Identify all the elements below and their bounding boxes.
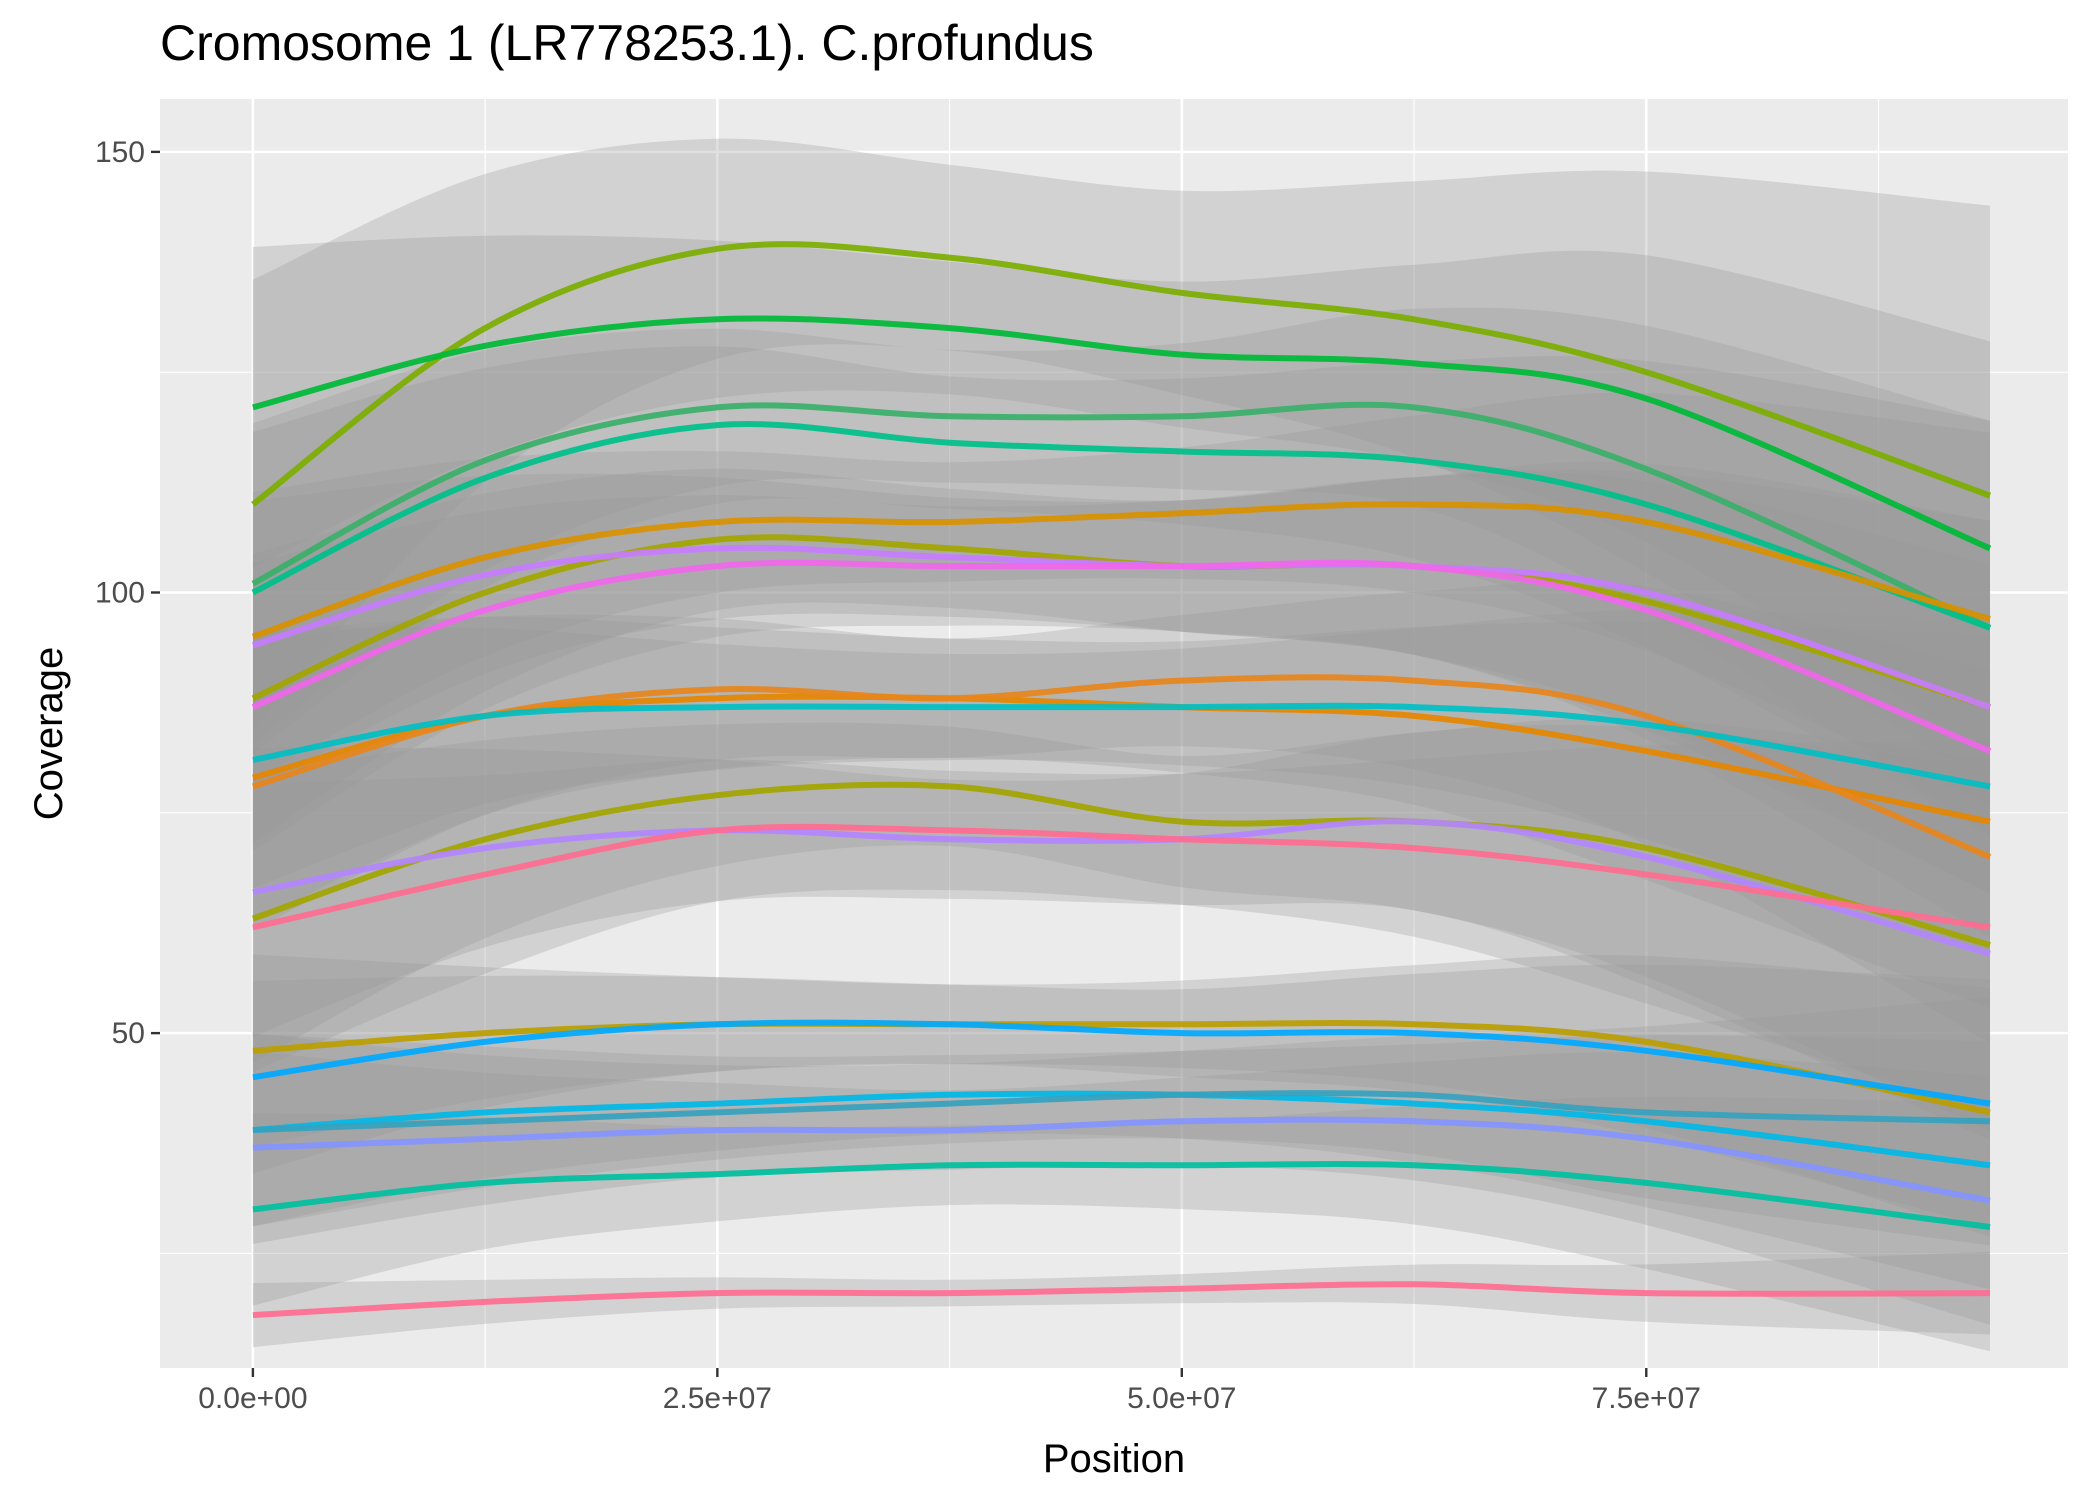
series-line-14 xyxy=(252,823,1991,931)
confidence-ribbon-2 xyxy=(252,235,1990,756)
confidence-ribbon-17 xyxy=(252,1033,1990,1290)
chart-title: Cromosome 1 (LR778253.1). C.profundus xyxy=(160,15,1094,71)
series-line-4 xyxy=(251,420,1992,631)
confidence-ribbon-4 xyxy=(252,346,1990,835)
series-line-13 xyxy=(252,818,1991,957)
x-axis: 0.0e+00 2.5e+07 5.0e+07 7.5e+07 xyxy=(198,1368,1701,1415)
series-line-6 xyxy=(251,534,1991,710)
series-line-2 xyxy=(252,315,1992,552)
series-line-10 xyxy=(252,674,1992,860)
x-axis-title: Position xyxy=(1043,1437,1185,1481)
y-axis: 50 100 150 xyxy=(95,136,160,1050)
y-axis-title: Coverage xyxy=(27,647,71,820)
confidence-ribbon-19 xyxy=(252,1051,1990,1325)
x-tick-label: 2.5e+07 xyxy=(663,1382,772,1415)
y-tick-label: 150 xyxy=(95,136,145,169)
x-tick-label: 7.5e+07 xyxy=(1592,1382,1701,1415)
series-line-21 xyxy=(252,1281,1991,1319)
grid-minor xyxy=(160,99,2068,1368)
series-line-17 xyxy=(252,1090,1991,1169)
confidence-ribbon-21 xyxy=(252,1251,1990,1348)
series-line-1 xyxy=(251,241,1992,507)
x-tick-label: 0.0e+00 xyxy=(198,1382,307,1415)
confidence-ribbon-1 xyxy=(252,138,1990,786)
confidence-ribbon-8 xyxy=(252,472,1990,938)
series-line-16 xyxy=(252,1019,1991,1107)
series-line-20 xyxy=(252,1161,1991,1230)
confidence-ribbon-12 xyxy=(252,718,1990,1132)
confidence-ribbon-20 xyxy=(252,1096,1990,1352)
series-line-12 xyxy=(251,781,1991,948)
series-line-18 xyxy=(252,1090,1991,1134)
series-line-11 xyxy=(252,702,1991,790)
y-tick-label: 50 xyxy=(112,1017,145,1050)
series-lines xyxy=(251,241,1992,1319)
series-line-15 xyxy=(252,1020,1991,1116)
x-tick-label: 5.0e+07 xyxy=(1127,1382,1236,1415)
series-line-3 xyxy=(251,401,1992,631)
series-line-19 xyxy=(252,1116,1991,1204)
y-tick-label: 100 xyxy=(95,577,145,610)
confidence-ribbon-5 xyxy=(252,392,1990,806)
series-line-5 xyxy=(251,501,1991,640)
series-line-8 xyxy=(251,559,1992,754)
